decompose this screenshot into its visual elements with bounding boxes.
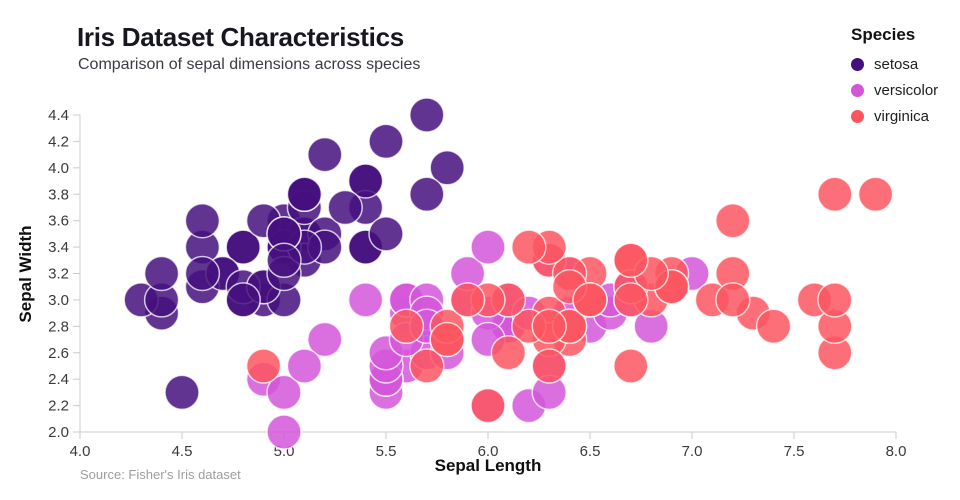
legend-label: versicolor [874, 82, 939, 99]
data-point-setosa [368, 123, 404, 160]
data-point-virginica [511, 229, 547, 265]
y-tick-label: 3.8 [48, 186, 69, 203]
data-point-setosa [164, 374, 200, 411]
data-point-virginica [817, 282, 853, 318]
data-point-setosa [184, 255, 221, 292]
legend-swatch-versicolor [851, 84, 864, 97]
x-tick-label: 7.0 [682, 443, 703, 460]
y-tick-label: 2.6 [48, 345, 69, 362]
x-tick-label: 4.0 [70, 443, 91, 460]
legend-label: setosa [874, 56, 919, 73]
x-axis-title: Sepal Length [435, 456, 542, 475]
data-point-setosa [184, 202, 221, 239]
data-point-versicolor [266, 374, 302, 411]
data-point-virginica [755, 308, 792, 345]
data-points [123, 97, 894, 450]
data-point-setosa [286, 176, 323, 213]
data-point-virginica [449, 282, 486, 318]
data-point-setosa [429, 150, 465, 186]
data-point-versicolor [347, 282, 384, 318]
y-tick-label: 4.0 [48, 160, 69, 177]
data-point-setosa [225, 229, 261, 265]
legend-item-setosa: setosa [851, 56, 938, 73]
data-point-virginica [613, 282, 649, 318]
y-tick-label: 2.2 [48, 398, 69, 415]
data-point-virginica [531, 348, 567, 384]
page-subtitle: Comparison of sepal dimensions across sp… [78, 56, 421, 73]
data-point-setosa [409, 97, 445, 133]
y-tick-label: 3.0 [48, 292, 69, 309]
legend-title: Species [851, 25, 916, 44]
data-point-setosa [368, 216, 404, 252]
x-tick-label: 6.0 [478, 443, 499, 460]
data-point-virginica [715, 282, 751, 318]
data-point-versicolor [470, 229, 506, 265]
axes: 4.0 4.5 5.0 5.5 6.0 6.5 7.0 7.5 8.02.02.22.42.62… [48, 107, 906, 460]
legend-item-virginica: virginica [851, 108, 938, 125]
source-caption: Source: Fisher's Iris dataset [80, 467, 241, 482]
data-point-virginica [531, 308, 567, 345]
data-point-virginica [817, 176, 853, 213]
data-point-virginica [613, 348, 649, 384]
x-tick-label: 7.5 [784, 443, 805, 460]
data-point-setosa [143, 255, 180, 292]
legend-swatch-setosa [851, 58, 864, 71]
data-point-setosa [327, 189, 363, 226]
y-tick-label: 2.4 [48, 371, 69, 388]
data-point-setosa [347, 163, 384, 199]
data-point-versicolor [307, 321, 343, 358]
legend-swatch-virginica [851, 110, 864, 123]
data-point-virginica [388, 308, 425, 345]
data-point-versicolor [266, 414, 302, 450]
data-point-virginica [470, 387, 506, 424]
data-point-virginica [715, 202, 751, 239]
data-point-setosa [225, 282, 261, 318]
x-tick-label: 8.0 [886, 443, 907, 460]
y-tick-label: 4.4 [48, 107, 69, 124]
legend-items: setosa versicolor virginica [851, 56, 938, 125]
y-tick-label: 2.8 [48, 318, 69, 335]
data-point-virginica [429, 321, 465, 358]
y-tick-label: 2.0 [48, 424, 69, 441]
data-point-virginica [490, 335, 527, 371]
data-point-virginica [409, 348, 445, 384]
y-axis-title: Sepal Width [16, 225, 35, 322]
y-tick-label: 3.6 [48, 213, 69, 230]
data-point-setosa [409, 176, 445, 213]
data-point-virginica [245, 348, 282, 384]
data-point-setosa [266, 242, 302, 279]
y-tick-label: 3.4 [48, 239, 69, 256]
data-point-virginica [857, 176, 894, 213]
data-point-virginica [613, 242, 649, 279]
x-tick-label: 5.5 [376, 443, 397, 460]
x-tick-label: 6.5 [580, 443, 601, 460]
legend-label: virginica [874, 108, 930, 125]
data-point-setosa [307, 136, 343, 173]
legend: Species setosa versicolor virginica [851, 25, 938, 134]
x-tick-label: 4.5 [172, 443, 193, 460]
data-point-versicolor [286, 348, 323, 384]
y-tick-label: 4.2 [48, 133, 69, 150]
y-tick-label: 3.2 [48, 266, 69, 283]
data-point-virginica [572, 282, 608, 318]
page-title: Iris Dataset Characteristics [77, 22, 404, 52]
legend-item-versicolor: versicolor [851, 82, 938, 99]
